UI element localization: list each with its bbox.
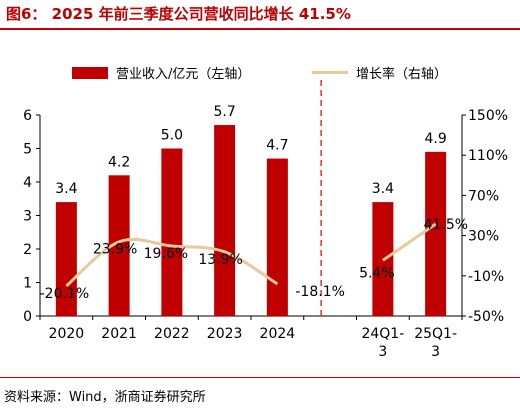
x-tick-label: 2022 (154, 326, 190, 342)
revenue-bar-label: 3.4 (372, 181, 394, 197)
growth-label: -20.1% (40, 286, 90, 302)
legend-swatch-line (312, 71, 348, 74)
growth-label: 41.5% (424, 217, 468, 233)
revenue-bar-label: 3.4 (55, 181, 77, 197)
source-note: 资料来源：Wind，浙商证券研究所 (4, 390, 206, 405)
y-right-tick-label: 110% (468, 148, 508, 164)
y-left-tick-label: 3 (23, 209, 32, 225)
revenue-bar (214, 125, 236, 316)
x-tick-label: 24Q1- (361, 326, 404, 342)
revenue-bar (425, 151, 447, 316)
y-left-tick-label: 2 (23, 242, 32, 258)
revenue-bar-label: 5.7 (213, 104, 235, 120)
title-underline (0, 28, 520, 30)
x-tick-label: 2023 (207, 326, 243, 342)
x-tick-label: 2021 (101, 326, 137, 342)
legend-item-revenue: 营业收入/亿元（左轴） (72, 63, 250, 82)
y-left-tick-label: 4 (23, 175, 32, 191)
y-left-tick-label: 0 (23, 309, 32, 325)
y-right-tick-label: 30% (468, 229, 499, 245)
chart-title: 图6： 2025 年前三季度公司营收同比增长 41.5% (6, 5, 351, 23)
revenue-bar-label: 5.0 (161, 128, 183, 144)
x-tick-label: 3 (431, 344, 440, 360)
legend-item-growth: 增长率（右轴） (312, 63, 447, 82)
growth-line (382, 222, 437, 262)
revenue-bar-label: 4.9 (424, 131, 446, 147)
x-tick-label: 2020 (49, 326, 85, 342)
revenue-bar (108, 175, 130, 316)
growth-label: 5.4% (359, 265, 395, 281)
legend-swatch-bar (72, 66, 108, 79)
revenue-bar-label: 4.2 (108, 154, 130, 170)
growth-label: 19.6% (144, 246, 188, 262)
x-tick-label: 3 (378, 344, 387, 360)
y-left-tick-label: 5 (23, 142, 32, 158)
revenue-bar (55, 202, 77, 316)
growth-label: 13.9% (198, 252, 242, 268)
y-right-tick-label: 150% (468, 108, 508, 124)
y-right-tick-label: -50% (468, 309, 504, 325)
revenue-bar (266, 158, 288, 316)
y-right-tick-label: 70% (468, 188, 499, 204)
y-right-tick-label: -10% (468, 269, 504, 285)
legend-label-growth: 增长率（右轴） (356, 67, 448, 82)
y-left-tick-label: 6 (23, 108, 32, 124)
y-left-tick-label: 1 (23, 276, 32, 292)
legend-label-revenue: 营业收入/亿元（左轴） (116, 67, 251, 82)
revenue-bar-label: 4.7 (266, 138, 288, 154)
source-divider (0, 377, 520, 378)
revenue-bar (161, 148, 183, 316)
x-tick-label: 25Q1- (414, 326, 457, 342)
growth-label: -18.1% (295, 284, 345, 300)
growth-label: 23.9% (93, 242, 137, 258)
x-tick-label: 2024 (260, 326, 296, 342)
growth-line (65, 237, 279, 288)
